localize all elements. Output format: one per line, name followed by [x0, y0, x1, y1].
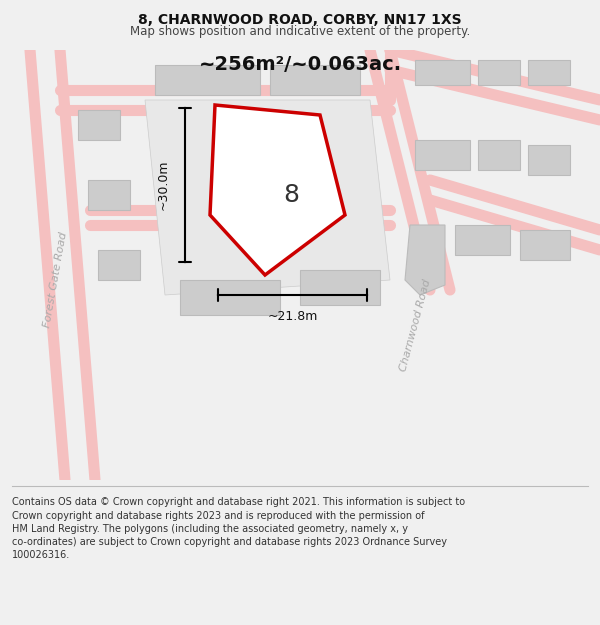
Text: Contains OS data © Crown copyright and database right 2021. This information is : Contains OS data © Crown copyright and d… — [12, 498, 465, 560]
Text: 8: 8 — [283, 183, 299, 207]
Polygon shape — [180, 280, 280, 315]
Text: ~256m²/~0.063ac.: ~256m²/~0.063ac. — [199, 56, 401, 74]
Text: ~30.0m: ~30.0m — [157, 160, 170, 210]
Polygon shape — [520, 230, 570, 260]
Polygon shape — [415, 60, 470, 85]
Text: Charnwood Road: Charnwood Road — [398, 278, 432, 372]
Text: ~21.8m: ~21.8m — [268, 311, 317, 324]
Polygon shape — [300, 270, 380, 305]
Text: Forest Gate Road: Forest Gate Road — [41, 231, 68, 329]
Polygon shape — [405, 225, 445, 295]
Polygon shape — [155, 65, 260, 95]
Polygon shape — [528, 145, 570, 175]
Polygon shape — [478, 60, 520, 85]
Polygon shape — [88, 180, 130, 210]
Text: Map shows position and indicative extent of the property.: Map shows position and indicative extent… — [130, 24, 470, 38]
Polygon shape — [78, 110, 120, 140]
Polygon shape — [145, 100, 390, 295]
Polygon shape — [455, 225, 510, 255]
Polygon shape — [98, 250, 140, 280]
Polygon shape — [270, 65, 360, 95]
Polygon shape — [528, 60, 570, 85]
Polygon shape — [415, 140, 470, 170]
Text: 8, CHARNWOOD ROAD, CORBY, NN17 1XS: 8, CHARNWOOD ROAD, CORBY, NN17 1XS — [138, 12, 462, 26]
Polygon shape — [478, 140, 520, 170]
Polygon shape — [210, 105, 345, 275]
